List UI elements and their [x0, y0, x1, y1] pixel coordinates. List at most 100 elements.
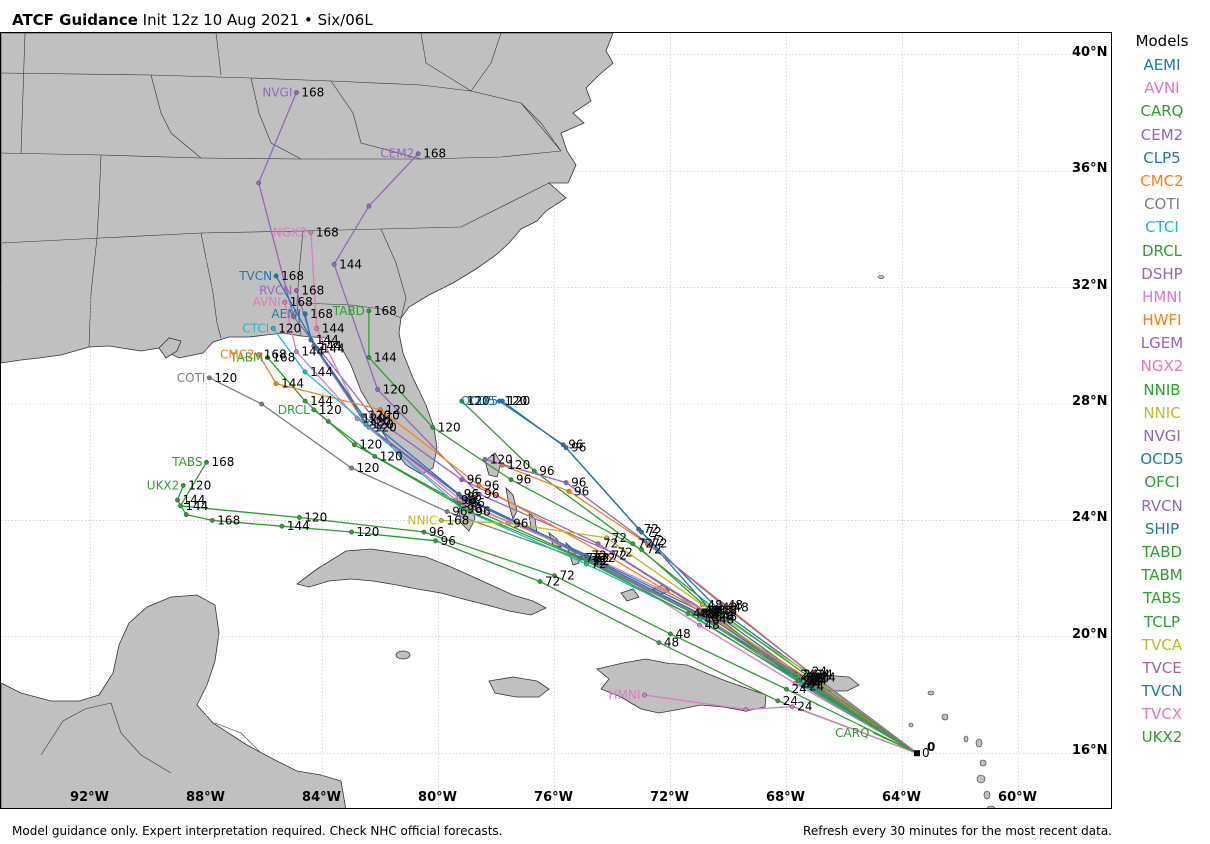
mexico-mainland [1, 594, 347, 808]
forecast-hour-label: 48 [664, 636, 679, 650]
forecast-hour-label: 120 [278, 321, 301, 335]
forecast-hour-label: 48 [705, 618, 720, 632]
track-point [685, 611, 691, 616]
track-model-label: TABM [229, 350, 263, 364]
track-point [209, 517, 215, 523]
track-model-label: NVGI [262, 86, 292, 100]
jamaica [488, 676, 550, 698]
track-point [804, 678, 810, 683]
forecast-hour-label: 24 [812, 665, 827, 679]
forecast-hour-label: 168 [374, 304, 397, 318]
track-ofci [459, 398, 918, 754]
legend-item-nnib: NNIB [1143, 380, 1181, 399]
forecast-hour-label: 24 [797, 700, 812, 714]
forecast-hour-label: 96 [539, 464, 554, 478]
track-point [560, 442, 566, 448]
forecast-hour-label: 72 [545, 575, 560, 589]
forecast-hour-label: 120 [357, 525, 380, 539]
track-point [259, 401, 264, 407]
forecast-hour-label: 72 [591, 554, 606, 568]
forecast-hour-label: 24 [809, 679, 824, 693]
track-point [415, 151, 421, 157]
forecast-hour-label: 144 [339, 257, 362, 271]
legend-item-avni: AVNI [1144, 79, 1180, 98]
track-point [610, 550, 615, 555]
track-model-label: NNIC [408, 513, 438, 527]
track-point [743, 707, 749, 712]
forecast-hour-label: 72 [652, 537, 667, 551]
forecast-hour-label: 96 [571, 441, 586, 455]
track-point [496, 398, 502, 404]
forecast-hour-label: 168 [281, 269, 304, 283]
forecast-hour-label: 24 [812, 671, 827, 685]
track-point [630, 541, 636, 547]
forecast-hour-label: 48 [734, 601, 749, 615]
track-point [430, 424, 436, 430]
track-point [810, 672, 815, 678]
track-point [302, 311, 308, 317]
track-model-label: HMNI [608, 688, 640, 702]
track-point [795, 678, 801, 683]
track-tabs [177, 459, 918, 754]
legend-item-hwfi: HWFI [1142, 311, 1182, 330]
track-point [700, 614, 705, 619]
track-point [459, 398, 465, 404]
map-frame[interactable]: 24 48 72 96 120 CLP5 24 48 72 96 120 OCD5 24 48 72 96 12… [0, 32, 1112, 809]
track-line [258, 354, 918, 754]
legend-item-nvgi: NVGI [1143, 427, 1181, 445]
track-line [179, 461, 918, 754]
forecast-hour-label: 120 [188, 478, 211, 492]
track-point [366, 355, 372, 360]
graticule [1, 33, 1111, 808]
track-point [792, 680, 798, 686]
track-point [433, 538, 438, 544]
track-point [711, 616, 717, 622]
track-point [784, 686, 789, 692]
track-point [183, 512, 189, 517]
forecast-hour-label: 72 [600, 551, 615, 565]
forecast-hour-label: 48 [722, 604, 737, 618]
track-labels: 24487296120CLP524487296120OCD52448729612… [147, 86, 936, 761]
track-point [366, 308, 372, 314]
track-point [789, 704, 795, 710]
forecast-hour-label: 96 [467, 490, 482, 504]
legend-item-ocd5: OCD5 [1140, 450, 1184, 469]
longitude-label: 84°W [302, 790, 341, 805]
forecast-hour-label: 96 [464, 487, 479, 501]
track-drcl [311, 407, 918, 754]
title-rest: Init 12z 10 Aug 2021 • Six/06L [142, 11, 373, 29]
forecast-hour-label: 24 [806, 671, 821, 685]
track-line [272, 327, 918, 754]
forecast-hour-label: 72 [603, 537, 618, 551]
track-point [270, 325, 276, 331]
legend-title: Models [1135, 32, 1189, 50]
latitude-label: 28°N [1072, 394, 1108, 409]
longitude-label: 68°W [766, 790, 805, 805]
track-line [295, 290, 918, 754]
forecast-hour-label: 96 [568, 438, 583, 452]
track-point [331, 261, 337, 267]
track-line [484, 458, 918, 754]
map-canvas[interactable]: 24487296120CLP524487296120OCD52448729612… [1, 33, 1112, 809]
track-model-label: TABS [171, 455, 202, 469]
latitude-label: 20°N [1072, 626, 1108, 642]
forecast-hour-label: 96 [513, 516, 528, 530]
track-point [459, 477, 465, 483]
track-point [508, 477, 514, 483]
track-point [642, 692, 647, 698]
legend-item-dshp: DSHP [1141, 264, 1183, 283]
track-point [668, 631, 673, 637]
forecast-hour-label: 48 [707, 604, 722, 618]
track-point [476, 491, 482, 497]
island-d [975, 738, 983, 748]
track-point [775, 698, 781, 704]
longitude-label: 64°W [882, 790, 921, 805]
track-point [293, 288, 299, 293]
forecast-hour-label: 120 [357, 461, 380, 475]
legend-items: AEMI AVNI CARQ CEM2 CLP5 CMC2 COTI CTCI DRCL DSHP… [1122, 54, 1202, 750]
forecast-hour-label: 72 [591, 557, 606, 571]
forecast-hour-label: 24 [818, 668, 833, 682]
track-point [807, 675, 813, 680]
forecast-hour-label: 96 [467, 473, 482, 487]
track-point [366, 203, 372, 209]
